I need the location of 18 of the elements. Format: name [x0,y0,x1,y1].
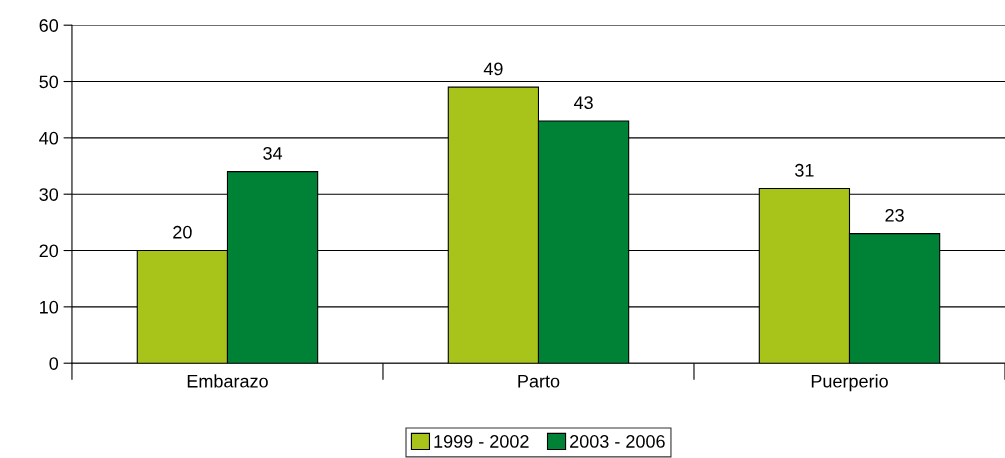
legend-label: 1999 - 2002 [434,435,529,448]
y-tick-label: 30 [39,188,59,201]
y-tick-label: 50 [39,75,59,89]
x-tick-label: Parto [518,374,560,388]
y-tick-label: 60 [39,19,59,32]
data-label: 23 [885,208,904,222]
data-label: 20 [173,225,192,239]
x-tick-label: Embarazo [187,374,268,388]
data-label: 49 [483,62,503,76]
y-tick-label: 10 [40,300,59,314]
y-tick-label: 20 [39,244,59,258]
legend-label: 2003 - 2006 [570,435,665,448]
y-tick-label: 0 [49,357,59,370]
data-label: 43 [573,96,593,110]
x-tick-label: Puerperio [811,374,888,392]
y-tick-label: 40 [39,131,59,145]
data-label: 34 [263,146,283,160]
data-label: 31 [795,163,814,177]
